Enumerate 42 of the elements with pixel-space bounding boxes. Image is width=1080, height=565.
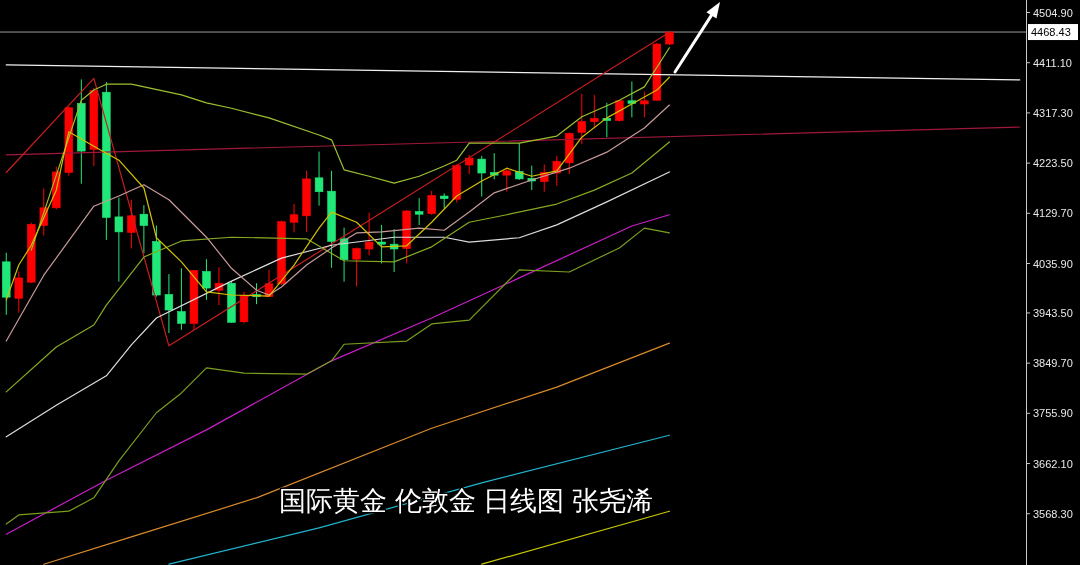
candlestick: [577, 93, 586, 145]
ref-line-label: 4468.43: [1031, 26, 1071, 39]
line-series: [30, 47, 670, 251]
y-tick-label: 3568.30: [1033, 507, 1073, 520]
candlestick: [590, 94, 599, 129]
candlestick: [602, 102, 612, 138]
line-series: [5, 171, 670, 438]
candlestick: [477, 155, 486, 198]
candlestick: [640, 91, 649, 118]
candlestick: [164, 273, 174, 334]
y-tick-label: 3943.50: [1033, 306, 1073, 319]
y-tick-label: 4504.90: [1033, 6, 1073, 19]
line-series: [5, 31, 670, 347]
candlestick: [427, 190, 436, 216]
candlestick: [289, 203, 299, 233]
y-tick-label: 4223.50: [1033, 157, 1073, 170]
candlestick: [139, 204, 149, 254]
y-tick-label: 3849.70: [1033, 357, 1073, 370]
candlestick: [127, 199, 136, 249]
line-series: [168, 434, 670, 565]
y-tick-label: 4035.90: [1033, 257, 1073, 270]
candlestick: [352, 246, 361, 287]
candlestick: [414, 197, 424, 226]
candlestick: [465, 154, 474, 175]
y-tick-label: 4129.70: [1033, 207, 1073, 220]
candlestick: [389, 228, 399, 273]
line-series: [5, 141, 670, 393]
candlestick: [364, 212, 374, 256]
candlestick: [377, 224, 386, 264]
candlestick: [14, 270, 23, 314]
candlestick: [502, 167, 511, 193]
line-series: [43, 342, 670, 565]
candlestick: [114, 197, 124, 283]
candlestick: [515, 142, 524, 181]
y-tick-label: 4411.10: [1033, 56, 1072, 69]
y-tick-label: 4317.30: [1033, 106, 1073, 119]
candlestick: [202, 258, 211, 301]
y-tick-label: 3662.10: [1033, 457, 1073, 470]
candlestick: [177, 267, 186, 331]
candlestick: [314, 151, 324, 207]
line-series: [5, 104, 670, 342]
y-tick-label: 3755.90: [1033, 407, 1073, 420]
